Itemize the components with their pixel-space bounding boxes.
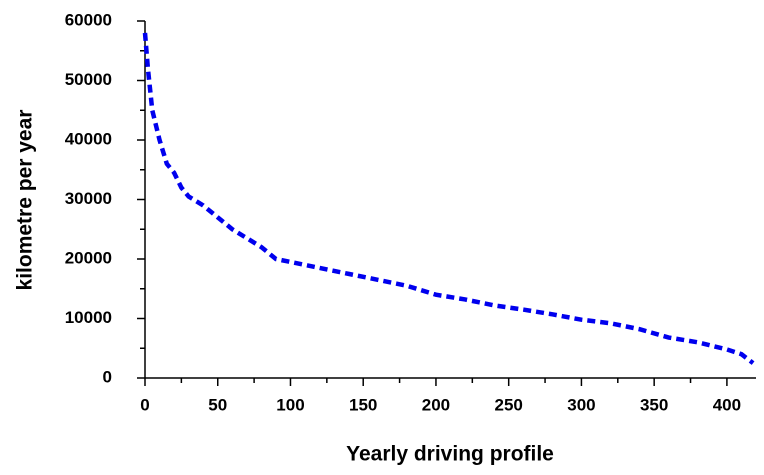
y-tick-label: 30000 <box>65 189 112 208</box>
y-tick-label: 10000 <box>65 308 112 327</box>
x-tick-label: 50 <box>208 395 227 414</box>
x-tick-label: 150 <box>349 395 377 414</box>
x-tick-label: 0 <box>140 395 149 414</box>
y-axis-label: kilometre per year <box>14 110 37 291</box>
y-tick-label: 0 <box>103 367 112 386</box>
data-line <box>142 32 755 365</box>
x-tick-label: 250 <box>495 395 523 414</box>
y-tick-label: 40000 <box>65 129 112 148</box>
y-tick-label: 50000 <box>65 70 112 89</box>
x-tick-label: 350 <box>640 395 668 414</box>
y-tick-label: 60000 <box>65 10 112 29</box>
x-tick-label: 100 <box>276 395 304 414</box>
x-axis-label: Yearly driving profile <box>346 443 554 466</box>
x-tick-label: 300 <box>567 395 595 414</box>
y-tick-label: 20000 <box>65 248 112 267</box>
x-tick-label: 200 <box>422 395 450 414</box>
x-tick-label: 400 <box>713 395 741 414</box>
